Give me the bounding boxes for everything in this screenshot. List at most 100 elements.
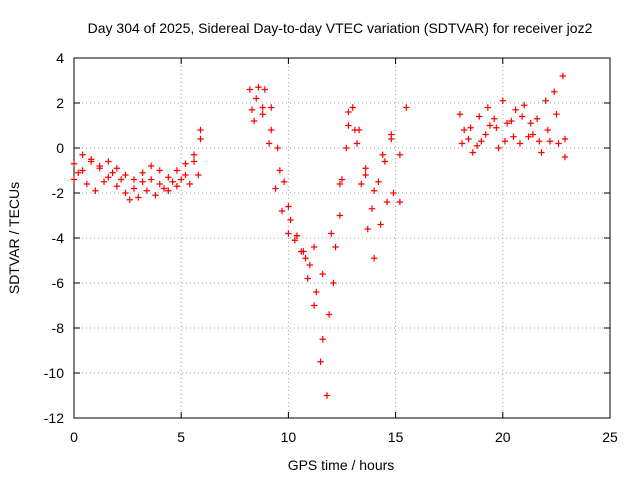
series-track-b <box>70 135 204 183</box>
y-tick-label: -2 <box>52 185 65 201</box>
data-point <box>551 88 558 95</box>
data-point <box>156 167 163 174</box>
data-point <box>529 131 537 138</box>
data-point <box>379 151 386 158</box>
data-point <box>362 165 369 172</box>
data-point <box>165 187 172 194</box>
data-point <box>143 187 151 194</box>
data-point <box>343 144 350 152</box>
data-point <box>70 160 78 167</box>
y-tick-label: 2 <box>56 95 64 111</box>
data-point <box>126 196 133 203</box>
data-point <box>83 180 91 188</box>
data-point <box>278 207 286 215</box>
data-point <box>325 311 333 318</box>
data-point <box>276 167 284 174</box>
data-point <box>100 178 108 185</box>
data-point <box>375 178 382 185</box>
data-point <box>512 106 519 113</box>
data-point <box>92 187 99 194</box>
data-point <box>268 104 275 111</box>
data-point <box>197 135 204 143</box>
data-point <box>353 140 361 147</box>
data-point <box>310 302 318 309</box>
data-point <box>553 111 560 118</box>
data-point <box>255 84 262 91</box>
data-point <box>561 153 569 161</box>
data-point <box>332 243 339 251</box>
data-point <box>370 187 378 194</box>
data-point <box>248 106 256 113</box>
data-point <box>456 111 464 118</box>
data-point <box>476 113 483 120</box>
data-point <box>493 124 500 131</box>
data-point <box>147 162 155 170</box>
data-point <box>147 176 155 183</box>
data-point <box>467 124 474 131</box>
data-point <box>544 126 552 134</box>
data-point <box>173 167 181 174</box>
x-tick-label: 5 <box>177 429 185 445</box>
data-point <box>319 336 326 343</box>
y-tick-label: -12 <box>44 410 64 426</box>
y-tick-label: -8 <box>52 320 65 336</box>
data-point <box>338 176 346 183</box>
data-point <box>96 162 103 170</box>
data-point <box>521 102 528 109</box>
x-tick-label: 25 <box>602 429 618 445</box>
data-point <box>317 358 324 365</box>
y-axis-label: SDTVAR / TECUs <box>6 182 22 294</box>
data-point <box>87 156 95 163</box>
data-point <box>313 288 320 296</box>
data-point <box>370 255 378 262</box>
data-point <box>510 133 517 140</box>
data-point <box>465 135 472 143</box>
data-point <box>362 171 369 179</box>
data-point <box>527 120 534 127</box>
data-point <box>561 135 569 143</box>
data-point <box>336 180 344 188</box>
data-point <box>79 167 86 174</box>
data-point <box>130 176 138 183</box>
grid <box>74 58 610 418</box>
data-point <box>268 126 275 134</box>
data-point <box>186 180 193 188</box>
data-point <box>351 126 359 134</box>
x-axis-label: GPS time / hours <box>288 457 395 473</box>
data-point <box>272 185 279 192</box>
data-point <box>396 198 404 206</box>
data-point <box>75 169 82 176</box>
data-point <box>323 392 331 399</box>
data-point <box>190 158 198 165</box>
data-point <box>300 248 307 255</box>
data-point <box>135 194 142 201</box>
data-point <box>165 174 172 181</box>
series-track-e <box>248 84 404 343</box>
data-point <box>178 176 185 183</box>
data-point <box>113 165 121 172</box>
x-tick-labels: 0 5 10 15 20 25 <box>70 429 618 445</box>
data-point <box>152 192 159 199</box>
data-point <box>117 176 125 183</box>
data-point <box>536 138 543 145</box>
y-tick-label: -4 <box>52 230 65 246</box>
data-point <box>259 111 266 118</box>
data-point <box>246 86 254 93</box>
series-track-h <box>458 104 569 147</box>
data-point <box>293 232 301 239</box>
data-point <box>486 122 494 129</box>
data-point <box>478 138 485 145</box>
data-point <box>304 275 311 282</box>
data-point <box>358 180 365 188</box>
data-point <box>542 97 549 104</box>
data-point <box>559 72 567 80</box>
data-point <box>122 189 129 197</box>
data-point <box>250 117 258 125</box>
data-point <box>190 151 198 158</box>
data-point <box>280 178 288 185</box>
data-point <box>328 230 335 237</box>
data-point <box>461 126 468 134</box>
data-point <box>285 230 292 237</box>
data-point <box>113 183 121 190</box>
data-point <box>302 255 309 262</box>
